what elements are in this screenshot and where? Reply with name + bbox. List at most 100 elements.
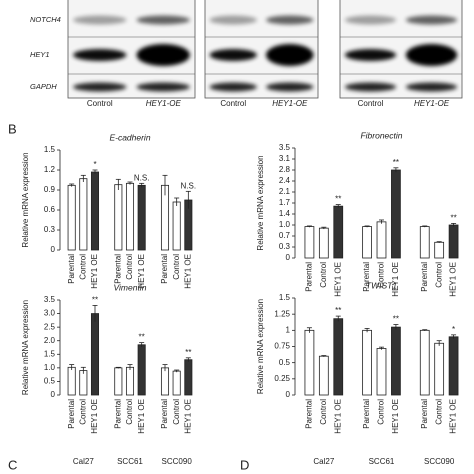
bar — [125, 182, 135, 251]
y-tick-label: 1.7 — [279, 198, 291, 207]
blot-band — [266, 82, 314, 92]
x-tick-label: Control — [319, 399, 328, 425]
y-tick-label: 1.2 — [44, 165, 56, 174]
blot-band — [405, 15, 458, 25]
bar — [114, 367, 123, 396]
y-tick-label: 3.1 — [279, 154, 291, 163]
blot-row-label: GAPDH — [30, 82, 57, 91]
error-bar — [80, 366, 86, 374]
x-tick-label: Parental — [160, 399, 169, 429]
bar — [318, 227, 329, 259]
y-tick-label: 0.3 — [44, 225, 56, 234]
bar — [184, 359, 193, 396]
bar — [137, 344, 146, 396]
bar — [172, 201, 181, 251]
error-bar — [80, 174, 86, 182]
significance-label: ** — [393, 315, 399, 324]
bar — [304, 329, 315, 396]
bar — [125, 366, 135, 396]
bar — [79, 370, 88, 396]
error-bar — [115, 178, 121, 190]
error-bar — [321, 226, 327, 230]
error-bar — [364, 327, 370, 333]
lane-label: HEY1-OE — [414, 99, 450, 108]
blot-band — [73, 15, 127, 25]
bar — [67, 366, 76, 396]
bar — [376, 221, 387, 259]
bar — [448, 336, 459, 396]
bar — [362, 329, 372, 396]
significance-label: N.S. — [134, 173, 150, 182]
blot-band — [405, 44, 458, 66]
blot-band — [209, 49, 257, 61]
x-tick-label: HEY1 OE — [391, 262, 400, 297]
blot-band — [73, 82, 127, 92]
blot-band — [136, 82, 190, 92]
bar — [434, 241, 445, 259]
error-bar — [92, 169, 98, 174]
y-tick-label: 1.25 — [274, 309, 290, 318]
error-bar — [174, 369, 180, 373]
significance-label: ** — [335, 195, 341, 204]
bar — [362, 226, 372, 259]
bar — [391, 326, 401, 396]
error-bar — [422, 329, 428, 331]
x-tick-label: HEY1 OE — [137, 399, 146, 434]
error-bar — [185, 190, 191, 209]
blot-band — [136, 44, 190, 66]
y-tick-label: 0.6 — [44, 205, 56, 214]
y-tick-label: 2.0 — [44, 336, 56, 345]
significance-label: ** — [185, 348, 191, 357]
panel-label: B — [8, 121, 17, 136]
x-tick-label: Control — [434, 262, 443, 288]
significance-label: ** — [92, 296, 98, 305]
y-tick-label: 3.5 — [44, 295, 56, 304]
error-bar — [451, 334, 457, 339]
x-tick-label: Parental — [305, 262, 314, 292]
error-bar — [393, 324, 399, 330]
error-bar — [139, 342, 145, 347]
bar — [90, 313, 100, 396]
chart-title: Vimentin — [114, 282, 147, 292]
error-bar — [162, 364, 168, 372]
y-tick-label: 2.8 — [279, 165, 291, 174]
y-tick-label: 1.5 — [44, 145, 56, 154]
y-tick-label: 0 — [286, 253, 291, 262]
group-label: Cal27 — [313, 457, 334, 466]
x-tick-label: HEY1 OE — [391, 399, 400, 434]
error-bar — [174, 197, 180, 206]
significance-label: ** — [393, 158, 399, 167]
x-tick-label: Control — [377, 399, 386, 425]
bar — [419, 226, 430, 259]
chart-title: E-cadherin — [109, 132, 150, 142]
bar — [419, 329, 430, 396]
bar — [114, 184, 123, 251]
error-bar — [185, 357, 191, 362]
error-bar — [92, 305, 98, 322]
error-bar — [335, 315, 341, 322]
error-bar — [451, 223, 457, 227]
lane-label: Control — [87, 99, 113, 108]
blot-band — [344, 82, 397, 92]
y-tick-label: 3.0 — [44, 309, 56, 318]
y-tick-label: 1.0 — [279, 220, 291, 229]
blot-band — [73, 49, 127, 61]
y-tick-label: 1.5 — [279, 293, 291, 302]
group-label: Cal27 — [73, 457, 94, 466]
y-tick-label: 0.75 — [274, 342, 290, 351]
bar — [137, 184, 146, 251]
x-tick-label: Control — [78, 254, 87, 280]
x-tick-label: HEY1 OE — [449, 262, 458, 297]
x-tick-label: Control — [125, 399, 134, 425]
bar — [160, 367, 170, 396]
x-tick-label: Parental — [362, 262, 371, 292]
x-tick-label: HEY1 OE — [333, 399, 342, 434]
error-bar — [422, 225, 428, 228]
significance-label: ** — [450, 214, 456, 223]
x-tick-label: HEY1 OE — [333, 262, 342, 297]
blot-band — [344, 49, 397, 61]
blot-band — [209, 15, 257, 25]
y-tick-label: 1.4 — [279, 209, 291, 218]
lane-label: Control — [358, 99, 384, 108]
y-axis-label: Relative mRNA expression — [256, 155, 265, 250]
